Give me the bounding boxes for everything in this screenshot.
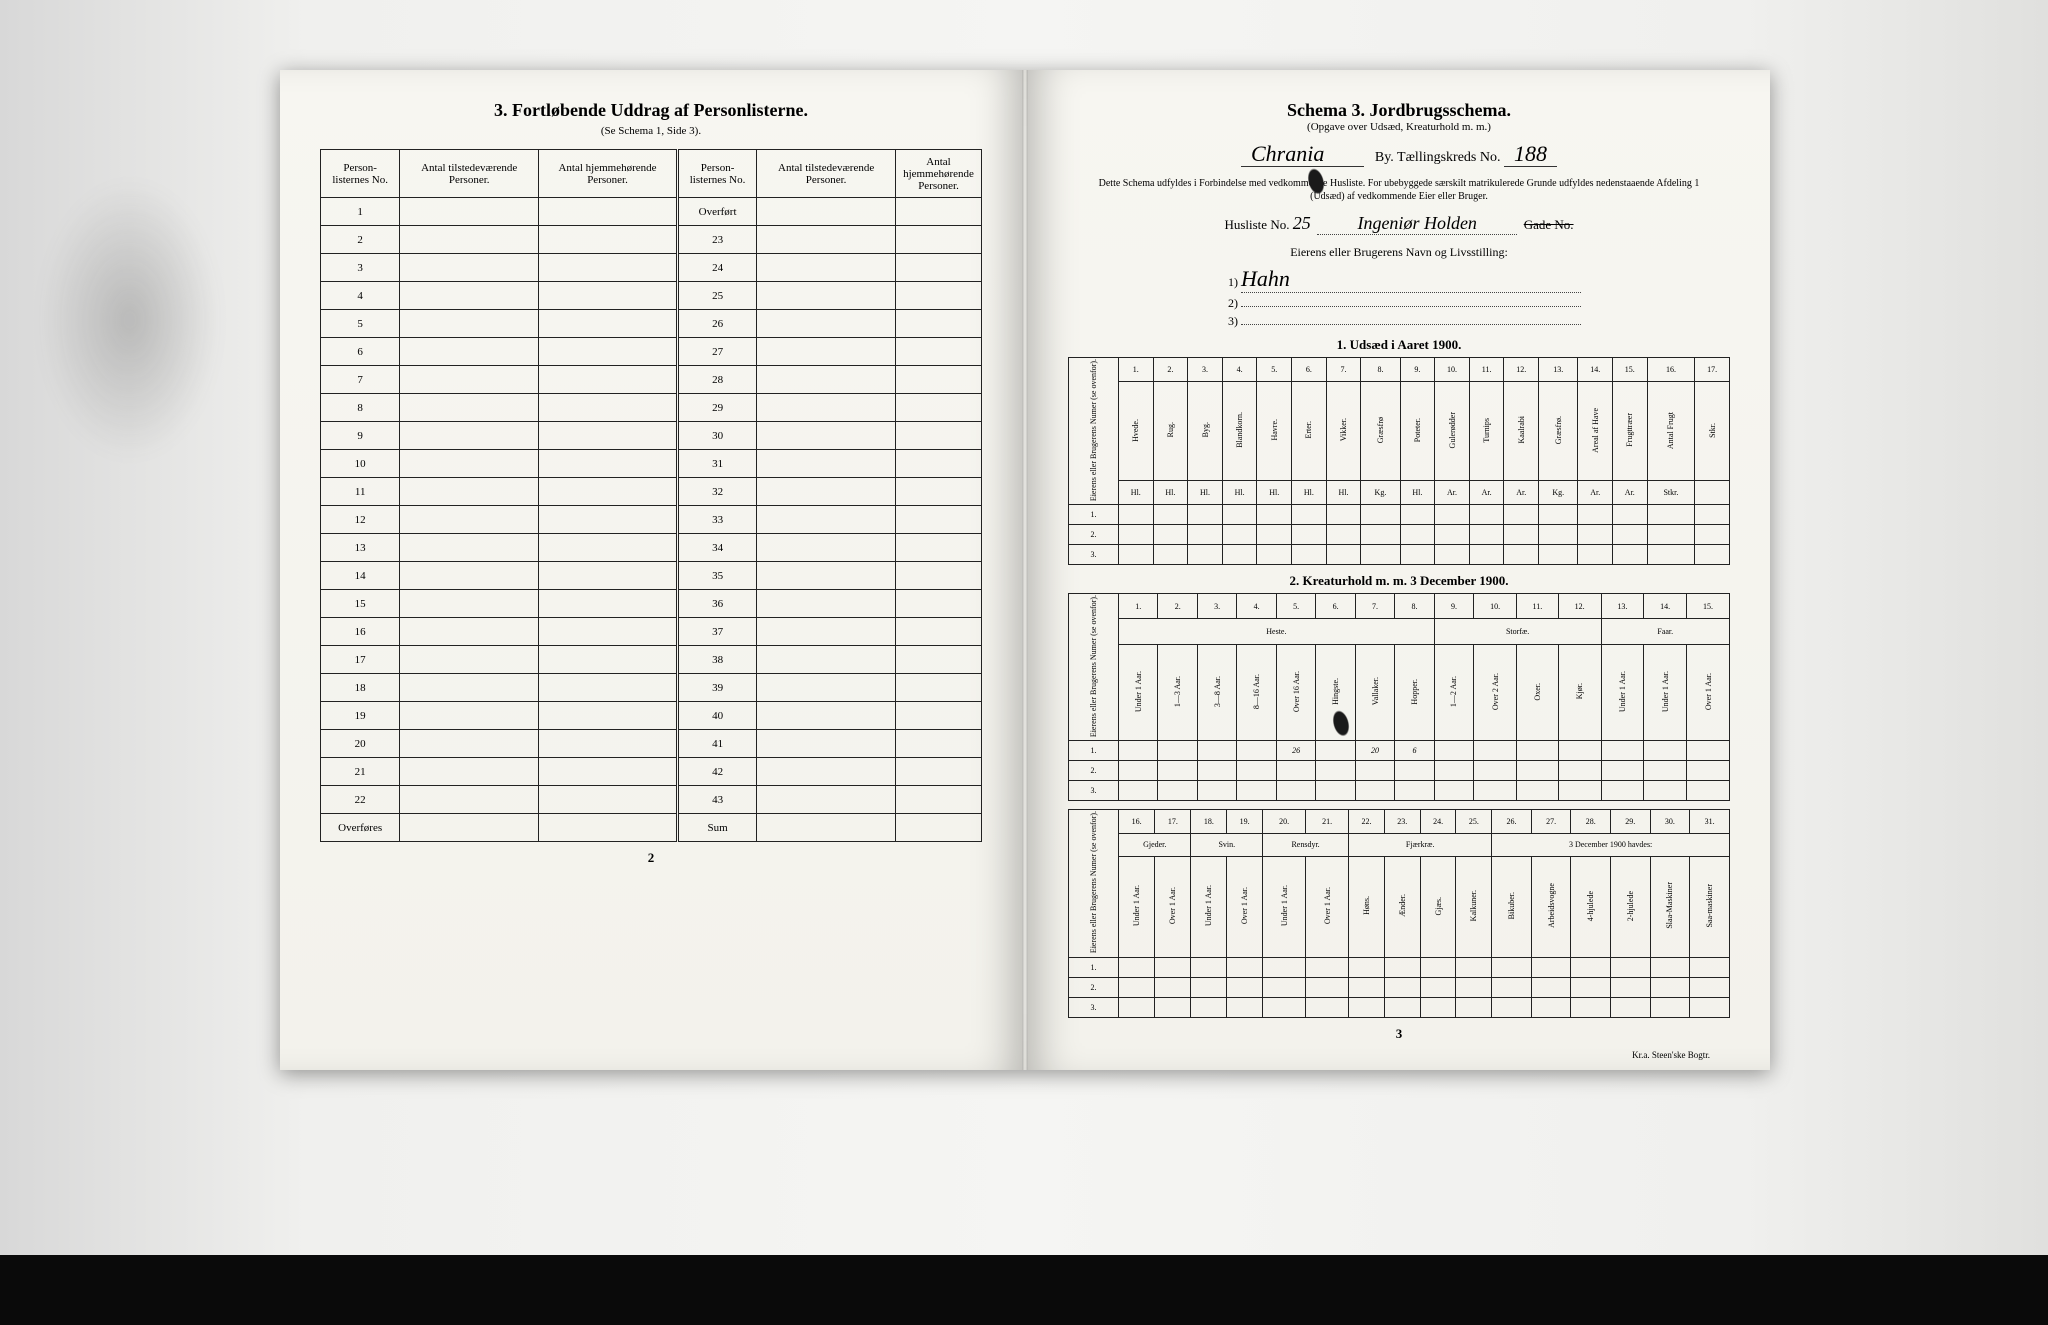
book-spread: 3. Fortløbende Uddrag af Personlisterne.…: [280, 70, 1770, 1070]
table-row: 2243: [321, 786, 982, 814]
col-head: Antal hjemmehørende Personer.: [539, 150, 678, 198]
right-header: Schema 3. Jordbrugsschema. (Opgave over …: [1068, 100, 1730, 133]
owner-line-1: 1) Hahn: [1068, 266, 1730, 293]
left-title: 3. Fortløbende Uddrag af Personlisterne.: [320, 100, 982, 121]
table-row: 1536: [321, 590, 982, 618]
owner-title: Eierens eller Brugerens Navn og Livsstil…: [1068, 245, 1730, 260]
section1-title: 1. Udsæd i Aaret 1900.: [1068, 337, 1730, 353]
table-row: 1233: [321, 506, 982, 534]
husliste-label: Husliste No.: [1224, 217, 1289, 232]
col-head: Antal tilstedeværende Personer.: [757, 150, 896, 198]
page-number: 2: [320, 850, 982, 866]
stain: [40, 180, 220, 460]
page-number: 3: [1068, 1026, 1730, 1042]
col-head: Person- listernes No.: [321, 150, 400, 198]
husliste-text: Ingeniør Holden: [1317, 213, 1517, 235]
kreatur-table-a: Eierens eller Brugerens Numer (se ovenfo…: [1068, 593, 1730, 801]
gade-strikethrough: Gade No.: [1524, 217, 1574, 232]
city-handwritten: Chrania: [1241, 141, 1364, 167]
schema-subtitle: (Opgave over Udsæd, Kreaturhold m. m.): [1068, 121, 1730, 133]
table-row: 425: [321, 282, 982, 310]
table-row: 1839: [321, 674, 982, 702]
scanner-blackbar: [0, 1255, 2048, 1325]
section2-title: 2. Kreaturhold m. m. 3 December 1900.: [1068, 573, 1730, 589]
husliste-line: Husliste No. 25 Ingeniør Holden Gade No.: [1068, 213, 1730, 235]
owner-line-3: 3): [1068, 314, 1730, 329]
person-list-table: Person- listernes No. Antal tilstedevære…: [320, 149, 982, 842]
owner-block: Eierens eller Brugerens Navn og Livsstil…: [1068, 245, 1730, 329]
table-row: 627: [321, 338, 982, 366]
schema-title: Schema 3. Jordbrugsschema.: [1068, 100, 1730, 121]
table-row: 2142: [321, 758, 982, 786]
col-head: Person- listernes No.: [677, 150, 756, 198]
table-row: 1738: [321, 646, 982, 674]
table-row: 1435: [321, 562, 982, 590]
instructions: Dette Schema udfyldes i Forbindelse med …: [1088, 177, 1710, 203]
table-row: 2041: [321, 730, 982, 758]
table-row: 728: [321, 366, 982, 394]
owner-line-2: 2): [1068, 296, 1730, 311]
table-row: 1334: [321, 534, 982, 562]
table-row: 324: [321, 254, 982, 282]
kreatur-table-b: Eierens eller Brugerens Numer (se ovenfo…: [1068, 809, 1730, 1017]
col-head: Antal hjemmehørende Personer.: [896, 150, 982, 198]
by-label: By. Tællingskreds No.: [1375, 150, 1501, 165]
table-row: 1940: [321, 702, 982, 730]
kreds-handwritten: 188: [1504, 141, 1557, 167]
table-row: 1637: [321, 618, 982, 646]
table-row: 223: [321, 226, 982, 254]
table-row: OverføresSum: [321, 814, 982, 842]
by-line: Chrania By. Tællingskreds No. 188: [1068, 141, 1730, 167]
husliste-no: 25: [1293, 213, 1311, 233]
left-subtitle: (Se Schema 1, Side 3).: [320, 125, 982, 137]
table-row: 1031: [321, 450, 982, 478]
table-row: 930: [321, 422, 982, 450]
table-row: 829: [321, 394, 982, 422]
col-head: Antal tilstedeværende Personer.: [400, 150, 539, 198]
udsaed-table: Eierens eller Brugerens Numer (se ovenfo…: [1068, 357, 1730, 565]
table-row: 1132: [321, 478, 982, 506]
right-page: Schema 3. Jordbrugsschema. (Opgave over …: [1028, 70, 1770, 1070]
table-row: 1Overført: [321, 198, 982, 226]
table-row: 526: [321, 310, 982, 338]
printer-note: Kr.a. Steen'ske Bogtr.: [1068, 1050, 1730, 1060]
left-page: 3. Fortløbende Uddrag af Personlisterne.…: [280, 70, 1022, 1070]
